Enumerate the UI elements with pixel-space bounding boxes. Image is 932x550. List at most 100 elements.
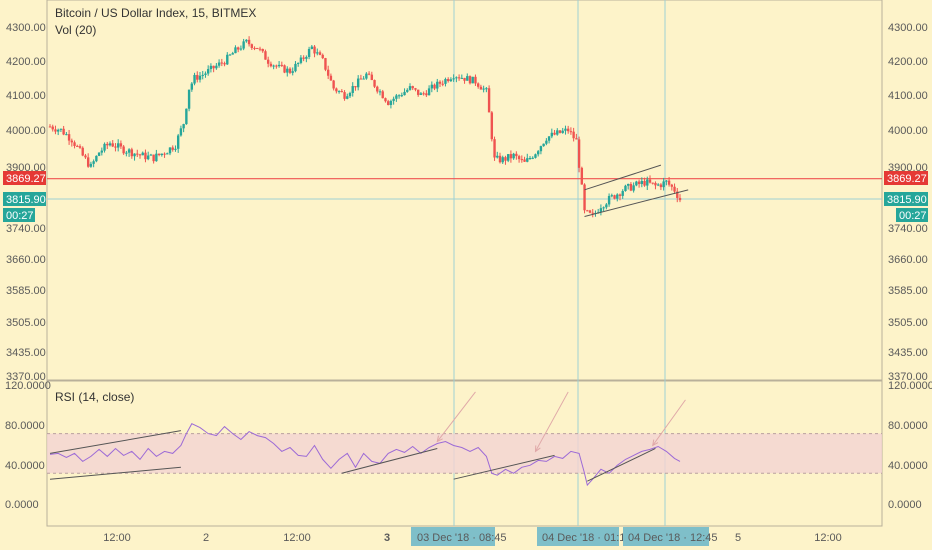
- price-tick-left: 4000.00: [6, 125, 46, 137]
- candle-body: [86, 157, 90, 167]
- candle-body: [223, 63, 226, 65]
- candle-body: [65, 134, 68, 136]
- candle-body: [670, 184, 674, 187]
- candle-body: [351, 86, 354, 93]
- price-tick-right: 3370.00: [888, 371, 928, 383]
- candle-body: [318, 52, 322, 55]
- time-badge-3: 04 Dec '18 · 12:45: [623, 527, 718, 546]
- candle-body: [408, 86, 412, 90]
- candle-body: [103, 143, 106, 151]
- candle-body: [62, 128, 65, 135]
- candle-body: [179, 128, 183, 136]
- candle-body: [536, 151, 540, 155]
- candle-body: [250, 44, 254, 48]
- candle-body: [517, 156, 521, 160]
- price-tick-right: 3660.00: [888, 254, 928, 266]
- candle-body: [73, 142, 76, 146]
- candle-body: [523, 159, 526, 162]
- price-tick-left: 3660.00: [6, 254, 46, 266]
- candle-body: [646, 179, 649, 186]
- candle-body: [163, 153, 166, 155]
- candle-body: [266, 59, 270, 64]
- svg-text:04 Dec '18 · 12:45: 04 Dec '18 · 12:45: [628, 532, 718, 544]
- candle-body: [575, 138, 578, 140]
- candle-body: [378, 91, 382, 93]
- price-tick-left: 3435.00: [6, 347, 46, 359]
- candle-body: [370, 74, 374, 81]
- candle-body: [605, 204, 608, 208]
- candle-body: [373, 80, 376, 87]
- candle-body: [457, 77, 461, 79]
- candle-body: [468, 76, 472, 84]
- candle-body: [59, 128, 63, 130]
- candle-body: [651, 182, 654, 184]
- candle-body: [95, 155, 98, 162]
- candle-body: [460, 77, 464, 79]
- candle-body: [479, 86, 483, 90]
- candle-body: [310, 46, 314, 49]
- candle-body: [676, 191, 679, 198]
- candle-body: [302, 57, 305, 59]
- candle-body: [569, 131, 573, 133]
- annotation-arrowhead: [652, 439, 659, 447]
- candle-body: [613, 195, 616, 199]
- candle-body: [335, 88, 338, 92]
- candle-body: [545, 140, 548, 144]
- candle-body: [648, 179, 652, 183]
- candle-body: [564, 128, 567, 131]
- price-tick-left: 3505.00: [6, 317, 46, 329]
- candle-body: [272, 65, 275, 67]
- candle-body: [547, 136, 551, 141]
- candle-body: [245, 39, 248, 42]
- price-tick-left: 4300.00: [6, 22, 46, 34]
- candle-body: [51, 126, 54, 130]
- candle-body: [430, 84, 434, 89]
- candle-body: [149, 154, 153, 156]
- price-tick-right: 3740.00: [888, 223, 928, 235]
- channel-line: [584, 189, 689, 218]
- candle-body: [501, 157, 504, 163]
- candle-body: [206, 69, 210, 74]
- price-tick-right: 3505.00: [888, 317, 928, 329]
- candle-body: [130, 149, 134, 157]
- candle-body: [283, 65, 286, 73]
- price-tick-left: 3740.00: [6, 223, 46, 235]
- candle-body: [384, 98, 387, 102]
- candle-body: [400, 95, 404, 97]
- x-tick: 12:00: [283, 532, 311, 544]
- candle-body: [176, 135, 180, 149]
- rsi-tick-right: 40.0000: [888, 460, 928, 472]
- candle-body: [356, 78, 360, 88]
- candle-body: [133, 153, 136, 157]
- svg-text:00:27: 00:27: [6, 210, 34, 222]
- last-price-badge-left: 3815.90: [3, 192, 46, 206]
- candle-body: [201, 74, 204, 76]
- x-tick: 5: [735, 532, 741, 544]
- candle-body: [446, 79, 450, 82]
- candle-body: [212, 65, 215, 69]
- candle-body: [198, 75, 202, 80]
- candle-body: [506, 154, 510, 161]
- candle-body: [67, 134, 71, 141]
- candle-body: [422, 93, 425, 95]
- candle-body: [141, 152, 144, 156]
- annotation-arrow: [436, 391, 476, 442]
- candle-body: [635, 181, 638, 186]
- candle-body: [381, 91, 384, 99]
- candle-body: [264, 51, 267, 60]
- candle-body: [425, 93, 428, 96]
- candle-body: [643, 180, 646, 186]
- candle-body: [166, 153, 169, 155]
- rsi-trendline: [49, 466, 181, 480]
- candle-body: [348, 92, 352, 97]
- candle-body: [441, 83, 444, 85]
- candle-body: [70, 140, 74, 143]
- candle-body: [610, 195, 614, 197]
- svg-text:3869.27: 3869.27: [6, 173, 46, 185]
- candle-body: [444, 79, 447, 84]
- svg-text:00:27: 00:27: [899, 210, 927, 222]
- price-tick-left: 3585.00: [6, 285, 46, 297]
- candle-body: [261, 48, 264, 52]
- candle-body: [471, 76, 474, 84]
- candle-body: [542, 143, 545, 147]
